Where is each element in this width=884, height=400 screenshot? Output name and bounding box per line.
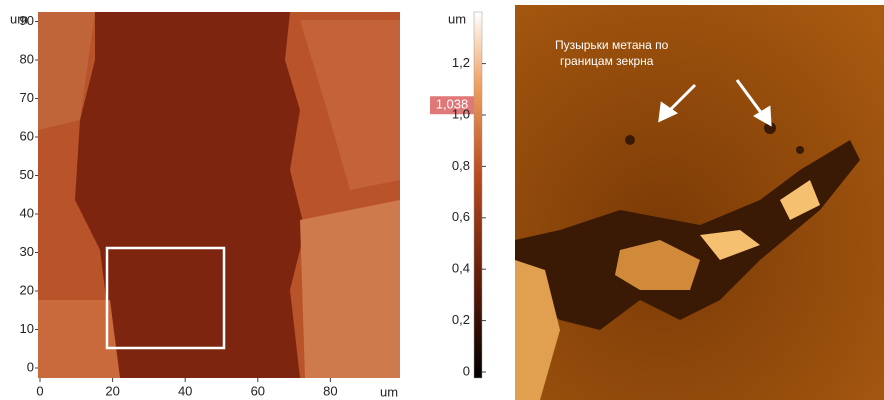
annotation-line: Пузырьки метана по [555,38,669,52]
x-unit: um [380,384,398,399]
y-tick-label: 40 [20,205,34,220]
colorbar-tick-label: 1,0 [452,106,470,121]
afm-image [38,12,400,378]
colorbar [474,12,482,378]
x-tick-label: 60 [251,383,265,398]
x-tick-label: 0 [36,383,43,398]
figure: um um um 1,038 Пузырьки метана по границ… [0,0,884,400]
y-tick-label: 60 [20,128,34,143]
y-tick-label: 70 [20,90,34,105]
colorbar-unit: um [448,11,466,26]
y-tick-label: 50 [20,167,34,182]
page: um um um 1,038 Пузырьки метана по границ… [0,0,884,400]
x-tick-label: 80 [323,383,337,398]
y-tick-label: 10 [20,321,34,336]
x-tick-label: 20 [105,383,119,398]
y-tick-label: 30 [20,244,34,259]
colorbar-tick-label: 1,2 [452,55,470,70]
y-tick-label: 20 [20,282,34,297]
x-tick-label: 40 [178,383,192,398]
y-tick-label: 90 [20,13,34,28]
annotation-line: границам зекрна [560,54,654,68]
colorbar-tick-label: 0,2 [452,312,470,327]
colorbar-tick-label: 0,6 [452,209,470,224]
colorbar-tick-label: 0 [463,363,470,378]
y-tick-label: 0 [27,359,34,374]
y-tick-label: 80 [20,51,34,66]
colorbar-tick-label: 0,4 [452,261,470,276]
colorbar-tick-label: 0,8 [452,158,470,173]
